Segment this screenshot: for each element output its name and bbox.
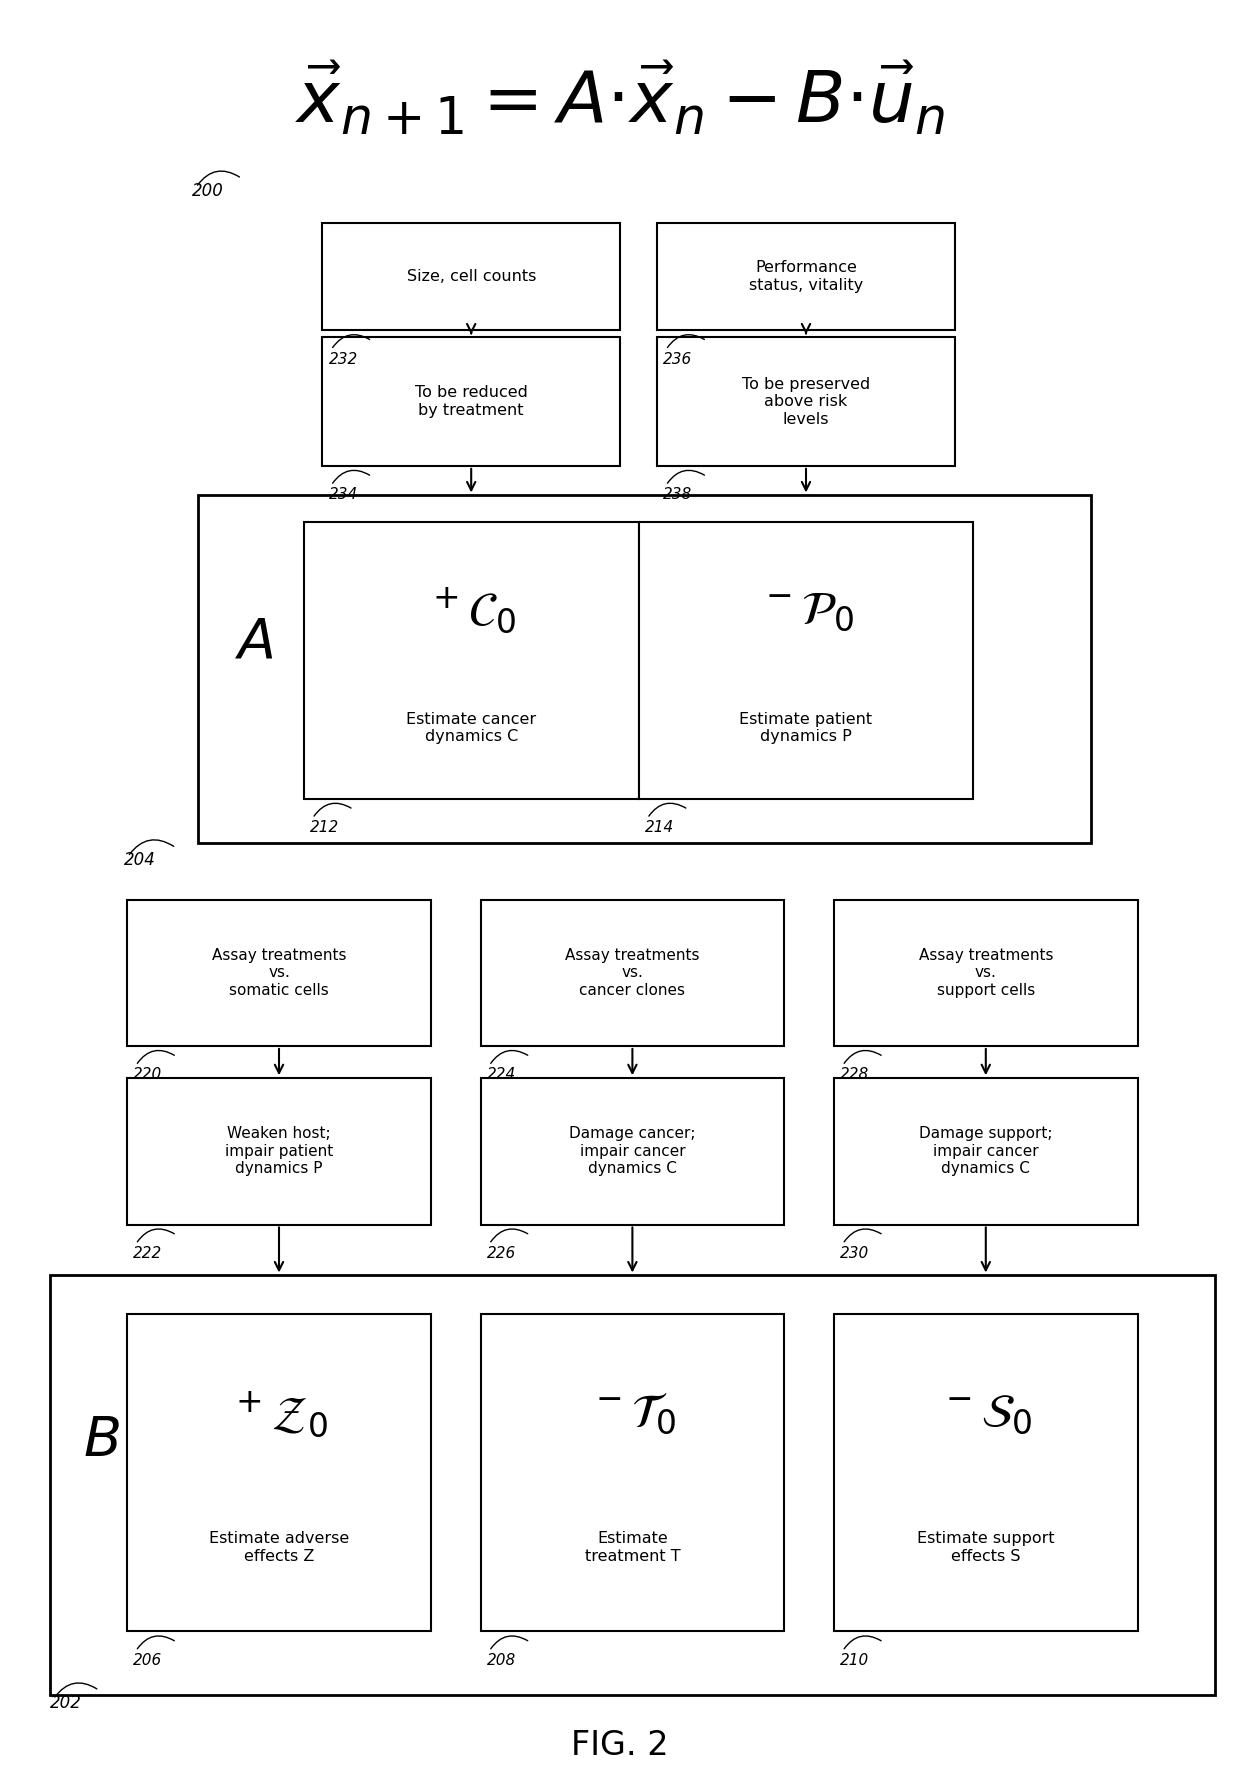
FancyBboxPatch shape: [128, 1314, 432, 1631]
FancyBboxPatch shape: [639, 521, 973, 800]
Text: Size, cell counts: Size, cell counts: [407, 270, 536, 284]
Text: 232: 232: [329, 352, 358, 366]
Text: Estimate patient
dynamics P: Estimate patient dynamics P: [739, 712, 873, 744]
Text: 224: 224: [486, 1067, 516, 1082]
FancyBboxPatch shape: [128, 1078, 432, 1225]
FancyBboxPatch shape: [128, 900, 432, 1046]
Text: $^+\mathcal{C}_0$: $^+\mathcal{C}_0$: [427, 585, 516, 635]
Text: Weaken host;
impair patient
dynamics P: Weaken host; impair patient dynamics P: [224, 1126, 334, 1176]
Text: 228: 228: [841, 1067, 869, 1082]
FancyBboxPatch shape: [481, 900, 785, 1046]
FancyBboxPatch shape: [835, 1314, 1138, 1631]
FancyBboxPatch shape: [835, 900, 1138, 1046]
Text: 220: 220: [134, 1067, 162, 1082]
FancyBboxPatch shape: [304, 521, 639, 800]
Text: 208: 208: [486, 1653, 516, 1667]
FancyBboxPatch shape: [835, 1078, 1138, 1225]
Text: $^-\mathcal{S}_0$: $^-\mathcal{S}_0$: [939, 1391, 1033, 1437]
FancyBboxPatch shape: [657, 223, 955, 330]
Text: Estimate adverse
effects Z: Estimate adverse effects Z: [208, 1532, 350, 1564]
Text: Performance
status, vitality: Performance status, vitality: [749, 261, 863, 293]
Text: 212: 212: [310, 819, 340, 835]
Text: 226: 226: [486, 1246, 516, 1260]
FancyBboxPatch shape: [657, 337, 955, 466]
FancyBboxPatch shape: [322, 337, 620, 466]
Text: Assay treatments
vs.
somatic cells: Assay treatments vs. somatic cells: [212, 948, 346, 998]
Text: 202: 202: [50, 1694, 82, 1712]
Text: Damage support;
impair cancer
dynamics C: Damage support; impair cancer dynamics C: [919, 1126, 1053, 1176]
Text: 200: 200: [192, 182, 224, 200]
Text: $\vec{x}_{n+1} = A{\cdot}\vec{x}_n - B{\cdot}\vec{u}_n$: $\vec{x}_{n+1} = A{\cdot}\vec{x}_n - B{\…: [295, 59, 945, 137]
Text: 230: 230: [841, 1246, 869, 1260]
Text: Damage cancer;
impair cancer
dynamics C: Damage cancer; impair cancer dynamics C: [569, 1126, 696, 1176]
Text: 234: 234: [329, 487, 358, 502]
Text: Assay treatments
vs.
cancer clones: Assay treatments vs. cancer clones: [565, 948, 699, 998]
Text: 206: 206: [134, 1653, 162, 1667]
Text: $^+\mathcal{Z}_0$: $^+\mathcal{Z}_0$: [229, 1389, 329, 1439]
Text: Estimate
treatment T: Estimate treatment T: [584, 1532, 681, 1564]
FancyBboxPatch shape: [481, 1314, 785, 1631]
Text: $^-\mathcal{P}_0$: $^-\mathcal{P}_0$: [759, 587, 853, 634]
Text: FIG. 2: FIG. 2: [572, 1730, 668, 1762]
Text: 214: 214: [645, 819, 675, 835]
FancyBboxPatch shape: [481, 1078, 785, 1225]
Text: $A$: $A$: [234, 616, 274, 669]
Text: $B$: $B$: [83, 1414, 120, 1467]
Text: 210: 210: [841, 1653, 869, 1667]
Text: 238: 238: [663, 487, 693, 502]
Text: 236: 236: [663, 352, 693, 366]
Text: 222: 222: [134, 1246, 162, 1260]
FancyBboxPatch shape: [50, 1274, 1215, 1696]
Text: To be reduced
by treatment: To be reduced by treatment: [414, 386, 528, 418]
Text: To be preserved
above risk
levels: To be preserved above risk levels: [742, 377, 870, 427]
Text: $^-\mathcal{T}_0$: $^-\mathcal{T}_0$: [589, 1391, 676, 1437]
FancyBboxPatch shape: [322, 223, 620, 330]
Text: Estimate cancer
dynamics C: Estimate cancer dynamics C: [407, 712, 536, 744]
Text: Assay treatments
vs.
support cells: Assay treatments vs. support cells: [919, 948, 1053, 998]
Text: 204: 204: [124, 851, 156, 869]
Text: Estimate support
effects S: Estimate support effects S: [918, 1532, 1054, 1564]
FancyBboxPatch shape: [198, 496, 1091, 844]
